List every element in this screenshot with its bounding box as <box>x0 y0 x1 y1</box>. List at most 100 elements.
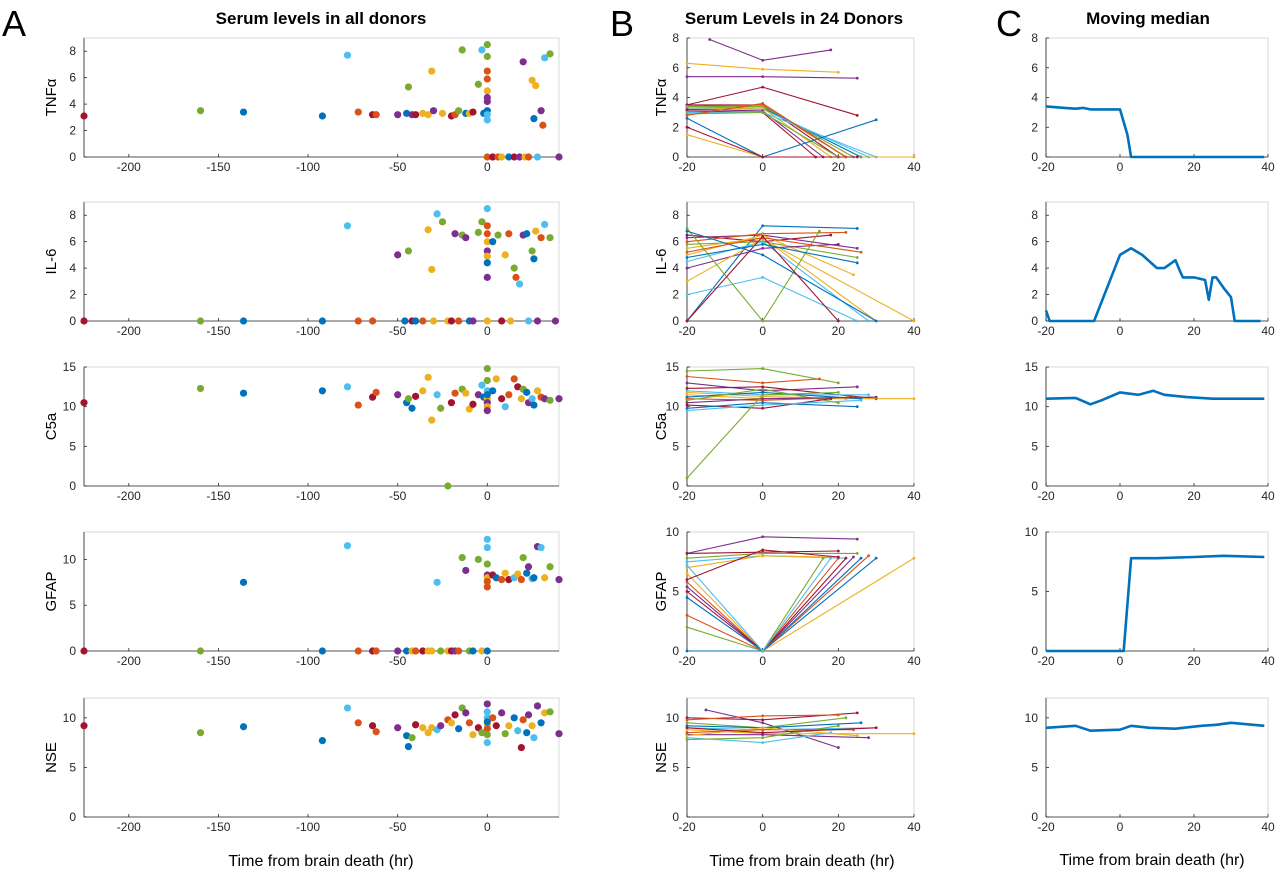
data-point <box>483 739 491 747</box>
data-point <box>408 404 416 412</box>
data-point <box>433 391 441 399</box>
series-marker <box>852 273 855 277</box>
series-marker <box>685 409 689 413</box>
x-tick-label: 0 <box>1117 654 1124 668</box>
data-point <box>532 227 540 235</box>
x-tick-label: 20 <box>1187 654 1201 668</box>
series-marker <box>685 718 689 722</box>
x-tick-label: 0 <box>484 489 491 503</box>
data-point <box>424 729 432 737</box>
series-marker <box>685 398 689 402</box>
y-tick-label: 0 <box>69 314 76 328</box>
data-point <box>447 399 456 407</box>
data-point <box>483 317 491 325</box>
series-line <box>1045 105 1265 159</box>
series-line <box>1046 554 1265 653</box>
data-point <box>505 391 513 399</box>
y-axis-label: NSE <box>43 742 60 773</box>
data-point <box>505 230 513 238</box>
data-point <box>483 647 491 655</box>
y-tick-label: 5 <box>672 760 679 774</box>
data-point <box>419 317 427 325</box>
y-tick-label: 2 <box>1031 288 1038 302</box>
y-tick-label: 4 <box>1031 261 1038 275</box>
y-tick-label: 0 <box>1031 314 1038 328</box>
data-point <box>483 116 491 124</box>
series-marker <box>685 406 689 410</box>
series-line <box>686 375 820 384</box>
series-marker <box>844 231 848 234</box>
data-point <box>533 702 542 710</box>
series-marker <box>685 726 689 730</box>
data-point <box>429 317 438 325</box>
x-tick-label: 20 <box>832 654 846 668</box>
data-point <box>372 111 380 119</box>
plot-area <box>80 364 563 490</box>
data-point <box>483 273 491 281</box>
series-marker <box>685 236 689 240</box>
x-tick-label: 0 <box>484 324 491 338</box>
y-tick-label: 0 <box>69 644 76 658</box>
x-tick-label: 0 <box>1117 489 1124 503</box>
y-tick-label: 4 <box>69 261 76 275</box>
data-point <box>80 317 88 325</box>
series-marker <box>829 48 833 52</box>
data-point <box>528 395 536 403</box>
plot-area <box>1046 554 1265 653</box>
x-tick-label: 0 <box>484 820 491 834</box>
y-tick-label: 5 <box>1031 585 1038 599</box>
data-point <box>372 647 380 655</box>
series-marker <box>855 405 859 409</box>
data-point <box>530 734 538 742</box>
series-marker <box>761 106 765 110</box>
series-line <box>686 557 847 652</box>
y-tick-label: 10 <box>666 711 680 725</box>
data-point <box>483 238 491 246</box>
data-point <box>530 255 538 263</box>
data-point <box>462 566 470 575</box>
series-marker <box>761 733 765 737</box>
data-point <box>419 387 427 395</box>
series-marker <box>685 113 689 117</box>
plot-area <box>685 535 916 653</box>
y-tick-label: 8 <box>1031 31 1038 45</box>
data-point <box>546 708 554 716</box>
data-point <box>510 153 518 161</box>
series-marker <box>761 714 765 718</box>
series-marker <box>761 649 765 653</box>
series-marker <box>761 242 765 246</box>
data-point <box>469 400 477 408</box>
data-point <box>80 647 88 655</box>
series-marker <box>685 721 689 725</box>
data-point <box>437 404 445 412</box>
data-point <box>510 375 518 383</box>
series-marker <box>836 713 840 717</box>
series-marker <box>855 734 859 738</box>
data-point <box>512 273 520 281</box>
series-marker <box>912 556 916 560</box>
y-axis-label: GFAP <box>653 571 670 611</box>
series-marker <box>855 552 859 555</box>
series-marker <box>874 556 878 560</box>
data-point <box>546 234 554 242</box>
series-marker <box>761 731 765 735</box>
data-point <box>424 373 432 381</box>
y-tick-label: 10 <box>666 525 680 539</box>
x-tick-label: 20 <box>1187 820 1201 834</box>
data-point <box>478 46 486 54</box>
data-point <box>532 82 540 90</box>
series-line <box>686 134 914 158</box>
data-point <box>437 647 445 655</box>
axes-box <box>1045 201 1269 322</box>
plot-area <box>685 708 916 749</box>
series-marker <box>859 398 863 402</box>
x-tick-label: -50 <box>389 160 407 174</box>
x-tick-label: 40 <box>1261 654 1275 668</box>
y-tick-label: 0 <box>1031 479 1038 493</box>
data-point <box>483 364 491 373</box>
series-marker <box>685 387 689 390</box>
data-point <box>483 700 491 708</box>
panel-b-xlabel: Time from brain death (hr) <box>709 853 894 870</box>
